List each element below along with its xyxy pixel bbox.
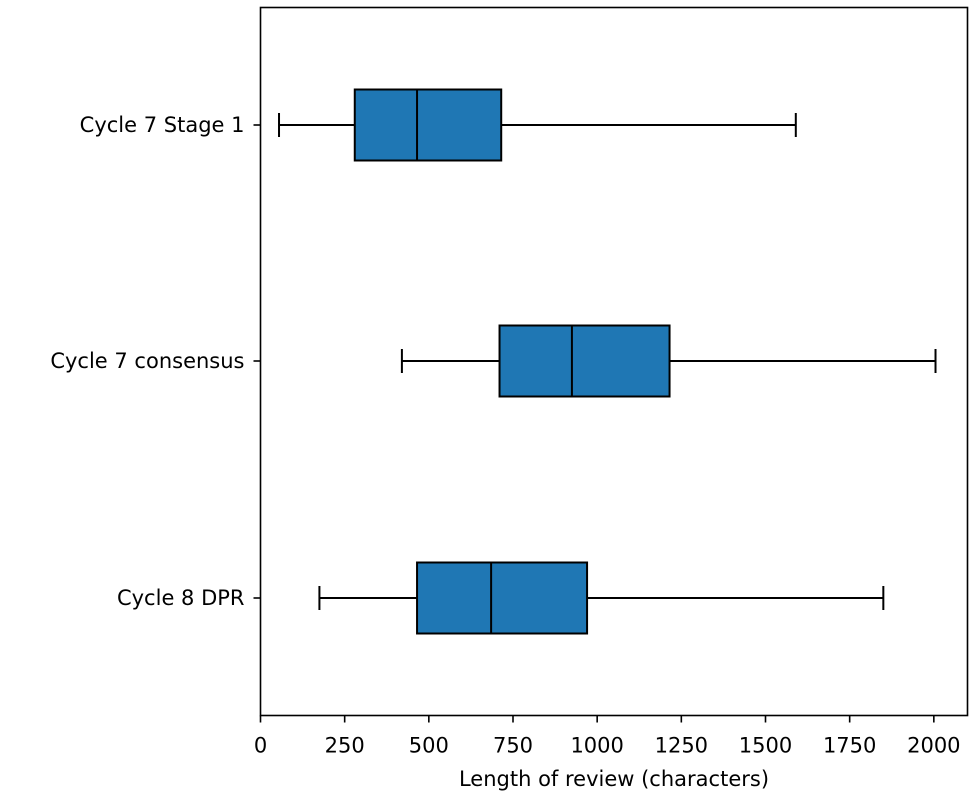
y-tick-label: Cycle 7 consensus bbox=[50, 349, 244, 373]
x-tick-label: 1500 bbox=[739, 734, 792, 758]
x-axis-label: Length of review (characters) bbox=[459, 767, 769, 791]
x-tick-label: 0 bbox=[254, 734, 267, 758]
x-ticks-layer: 0 250 500 750 1000 1250 1500 1750 2000 bbox=[254, 715, 961, 758]
boxplot-series bbox=[278, 88, 797, 162]
x-tick-label: 1000 bbox=[570, 734, 623, 758]
y-tick-label: Cycle 7 Stage 1 bbox=[80, 113, 245, 137]
x-tick-label: 250 bbox=[325, 734, 365, 758]
y-tick-label: Cycle 8 DPR bbox=[117, 586, 245, 610]
x-tick-label: 2000 bbox=[907, 734, 960, 758]
y-labels-layer: Cycle 7 Stage 1 Cycle 7 consensus Cycle 8 … bbox=[50, 113, 261, 610]
x-tick-label: 1250 bbox=[655, 734, 708, 758]
boxplot-series bbox=[400, 324, 937, 398]
x-tick-label: 750 bbox=[493, 734, 533, 758]
x-tick-label: 1750 bbox=[823, 734, 876, 758]
iqr-box bbox=[353, 88, 503, 162]
x-tick-label: 500 bbox=[409, 734, 449, 758]
boxplot-series bbox=[318, 561, 885, 635]
boxes-layer bbox=[278, 88, 937, 635]
iqr-box bbox=[498, 324, 671, 398]
iqr-box bbox=[416, 561, 589, 635]
